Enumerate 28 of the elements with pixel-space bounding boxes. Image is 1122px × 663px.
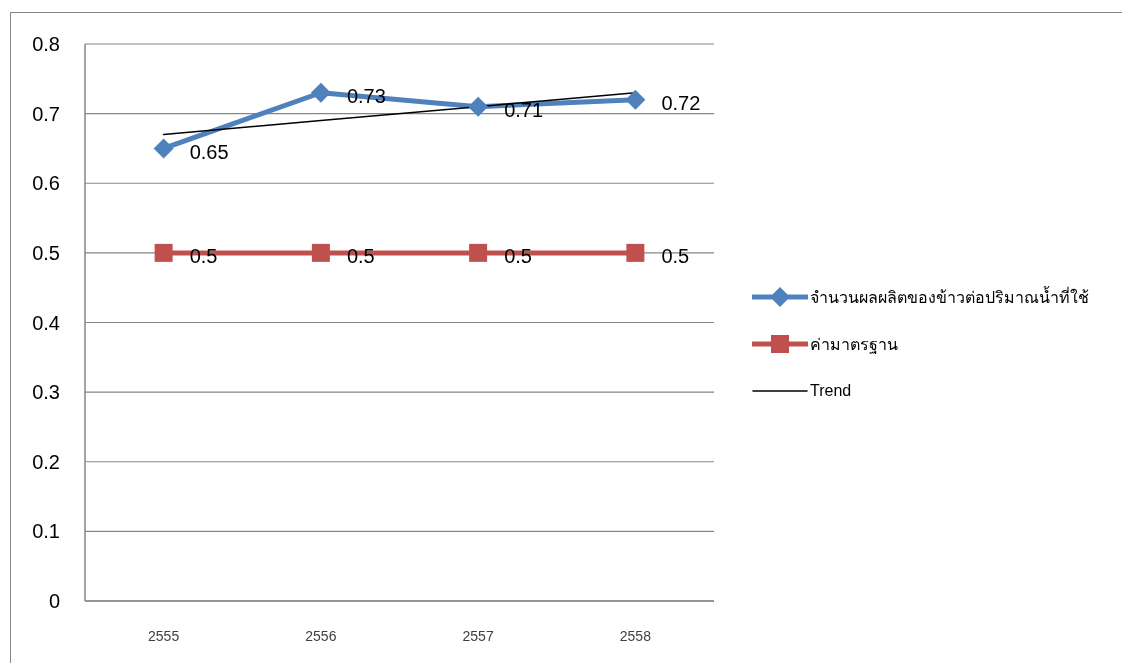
point: [154, 243, 173, 262]
y-tick-label: 0.4: [32, 311, 60, 334]
point: [625, 89, 646, 110]
data-label: 0.72: [661, 91, 701, 114]
data-label: 0.5: [661, 245, 690, 268]
point: [626, 243, 645, 262]
x-tick-label: 2558: [619, 627, 652, 644]
y-tick-label: 0.7: [32, 102, 60, 125]
y-tick-label: 0.5: [32, 241, 60, 264]
y-tick-label: 0.6: [32, 172, 60, 195]
legend-label: Trend: [810, 382, 852, 400]
x-tick-label: 2555: [148, 627, 180, 644]
point: [468, 96, 489, 117]
point: [311, 243, 330, 262]
data-label: 0.73: [346, 85, 386, 108]
point: [469, 243, 488, 262]
y-tick-label: 0.2: [32, 450, 60, 473]
x-tick-label: 2556: [305, 627, 337, 644]
y-tick-label: 0.8: [32, 33, 60, 56]
y-tick-label: 0.1: [32, 520, 60, 543]
legend-label: จำนวนผลผลิตของข้าวต่อปริมาณน้ำที่ใช้: [810, 285, 1089, 308]
point: [153, 138, 174, 159]
y-tick-label: 0: [48, 590, 60, 613]
x-tick-label: 2557: [462, 627, 494, 644]
legend-label: ค่ามาตรฐาน: [810, 334, 898, 356]
y-tick-label: 0.3: [32, 381, 60, 404]
data-label: 0.65: [189, 140, 229, 163]
point: [310, 82, 331, 103]
